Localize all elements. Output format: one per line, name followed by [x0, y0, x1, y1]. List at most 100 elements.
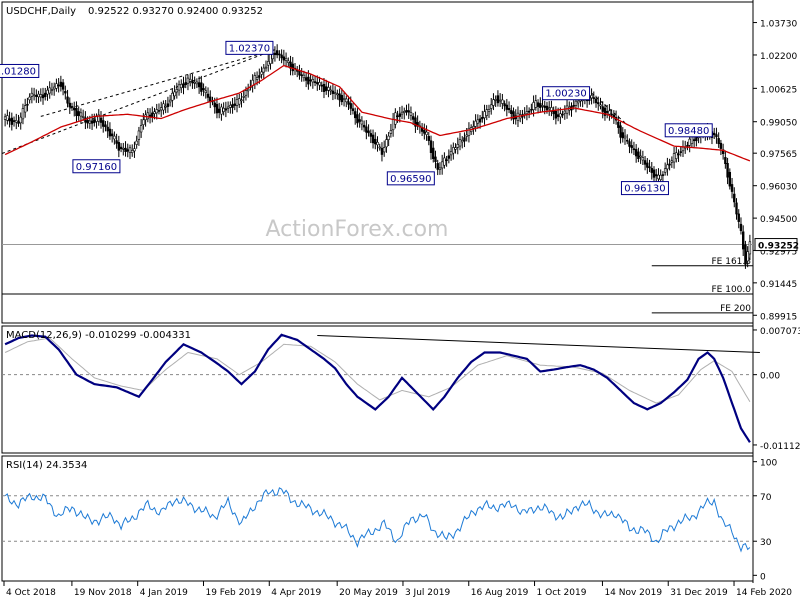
candle-body	[400, 111, 404, 115]
rsi-ytick-label: 100	[760, 459, 777, 469]
candle-body	[496, 95, 500, 104]
candle-body	[409, 112, 413, 116]
macd-title: MACD(12,26,9) -0.010299 -0.004331	[6, 330, 191, 341]
candle-body	[68, 102, 71, 108]
candle-body	[492, 99, 495, 106]
candle-body	[280, 54, 283, 59]
candle-body	[730, 184, 734, 192]
candle-body	[563, 110, 567, 114]
candle-body	[403, 111, 406, 113]
swing-label-text: 1.00230	[545, 89, 586, 100]
candle-body	[322, 84, 326, 92]
candle-body	[476, 119, 480, 124]
candle-body	[213, 102, 216, 108]
candle-body	[429, 140, 433, 153]
candle-body	[139, 125, 143, 133]
candle-body	[157, 110, 161, 112]
candle-body	[104, 124, 107, 128]
candle-body	[556, 114, 560, 117]
rsi-ytick-label: 70	[760, 493, 772, 503]
candle-body	[19, 116, 22, 124]
candle-body	[652, 169, 656, 178]
candle-body	[407, 110, 410, 113]
candle-body	[23, 105, 27, 113]
price-ohlc: 0.92522 0.93270 0.92400 0.93252	[88, 6, 263, 17]
candle-body	[142, 119, 145, 125]
candle-body	[626, 139, 629, 142]
candle-body	[146, 112, 150, 120]
candle-body	[233, 103, 236, 106]
candle-body	[592, 97, 595, 99]
candle-body	[507, 108, 511, 111]
candle-body	[425, 131, 428, 135]
candle-body	[579, 99, 582, 102]
candle-body	[316, 82, 319, 85]
candle-body	[197, 82, 201, 88]
sma-line	[4, 64, 751, 162]
candle-body	[215, 104, 219, 114]
candle-body	[182, 83, 185, 88]
candle-body	[362, 124, 366, 128]
candle-body	[240, 99, 243, 102]
candle-body	[287, 60, 290, 63]
fe-level-label: FE 161.8	[712, 257, 752, 267]
candle-body	[193, 81, 196, 84]
candle-body	[168, 99, 172, 103]
x-tick-label: 16 Aug 2019	[471, 588, 529, 598]
candle-body	[115, 140, 118, 144]
candle-body	[35, 94, 38, 97]
candle-body	[695, 137, 698, 142]
candle-body	[340, 95, 344, 103]
candle-body	[545, 105, 549, 111]
candle-body	[325, 86, 328, 91]
swing-label-box	[0, 63, 40, 78]
candle-body	[746, 251, 749, 262]
candle-body	[21, 108, 25, 120]
candle-body	[119, 146, 123, 150]
candle-body	[503, 103, 506, 107]
candle-body	[30, 92, 34, 97]
x-tick-label: 14 Nov 2019	[604, 588, 662, 598]
candle-body	[374, 138, 377, 145]
candle-body	[57, 84, 60, 87]
candle-body	[650, 168, 653, 173]
rsi-title: RSI(14) 24.3534	[6, 460, 87, 471]
candle-body	[735, 202, 738, 215]
candle-body	[532, 102, 535, 110]
candle-body	[195, 81, 199, 85]
x-tick-label: 1 Oct 2019	[537, 588, 587, 598]
swing-label-text: 1.01280	[0, 66, 36, 77]
x-tick-label: 4 Jan 2019	[140, 588, 188, 598]
candle-body	[86, 120, 89, 124]
swing-label-box	[620, 181, 669, 196]
candle-body	[628, 141, 631, 147]
candle-body	[206, 93, 210, 98]
candle-body	[73, 107, 76, 111]
candle-body	[632, 148, 636, 151]
candle-body	[715, 134, 718, 138]
swing-label-box	[225, 40, 274, 55]
candle-body	[525, 111, 529, 115]
candle-body	[574, 100, 578, 106]
candle-body	[81, 116, 85, 118]
candle-body	[610, 113, 613, 116]
candle-body	[663, 168, 667, 173]
candle-body	[739, 223, 743, 231]
candle-body	[487, 109, 491, 112]
candle-body	[39, 94, 42, 98]
candle-body	[50, 89, 54, 91]
candle-body	[44, 92, 47, 97]
macd-ytick-label: 0.00	[760, 372, 780, 382]
x-tick-label: 19 Feb 2019	[205, 588, 261, 598]
candle-body	[510, 110, 513, 114]
candle-body	[717, 138, 720, 145]
candle-body	[262, 67, 265, 73]
candle-body	[688, 138, 691, 146]
pane-frame-1	[1, 1, 754, 324]
candle-body	[79, 112, 83, 117]
candle-body	[641, 157, 645, 161]
candle-body	[191, 80, 194, 84]
candle-body	[164, 105, 167, 108]
candle-body	[621, 132, 624, 139]
